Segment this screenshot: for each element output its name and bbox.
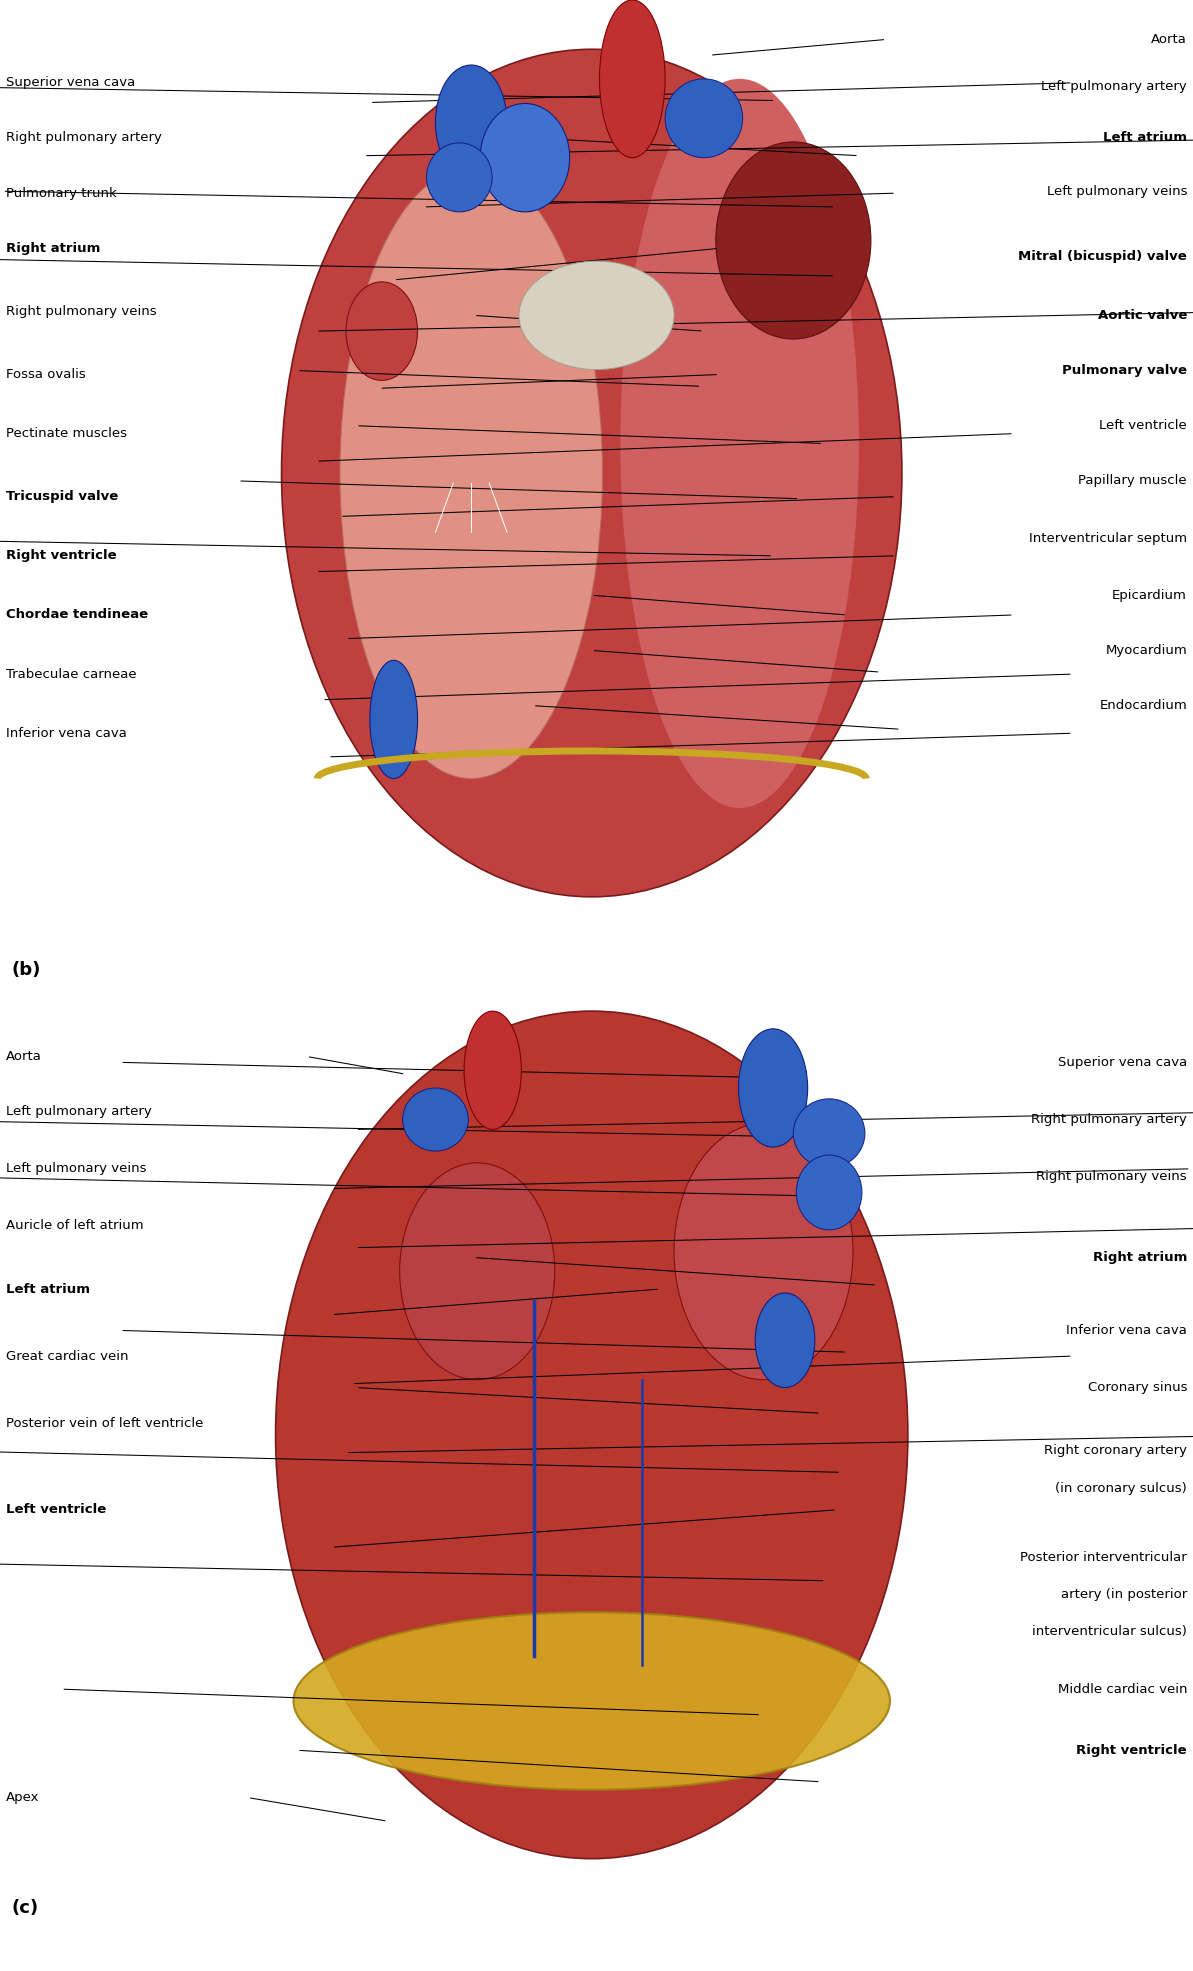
Text: Right atrium: Right atrium: [1093, 1252, 1187, 1263]
Ellipse shape: [293, 1612, 890, 1790]
Text: (c): (c): [12, 1898, 39, 1918]
Text: Right pulmonary veins: Right pulmonary veins: [1037, 1171, 1187, 1183]
Text: Trabeculae carneae: Trabeculae carneae: [6, 668, 136, 680]
Text: Right pulmonary artery: Right pulmonary artery: [1031, 1114, 1187, 1125]
Text: Posterior interventricular: Posterior interventricular: [1020, 1551, 1187, 1563]
Ellipse shape: [755, 1293, 815, 1388]
Text: Left pulmonary veins: Left pulmonary veins: [6, 1163, 147, 1175]
Ellipse shape: [435, 65, 507, 179]
Ellipse shape: [402, 1088, 468, 1151]
Text: Epicardium: Epicardium: [1112, 589, 1187, 601]
Text: Apex: Apex: [6, 1792, 39, 1803]
Text: Pulmonary trunk: Pulmonary trunk: [6, 187, 117, 199]
Text: Endocardium: Endocardium: [1099, 700, 1187, 712]
Text: Great cardiac vein: Great cardiac vein: [6, 1350, 129, 1362]
Text: Fossa ovalis: Fossa ovalis: [6, 369, 86, 380]
Text: Right atrium: Right atrium: [6, 242, 100, 254]
Ellipse shape: [716, 142, 871, 339]
Text: Left pulmonary veins: Left pulmonary veins: [1046, 185, 1187, 197]
Text: Left atrium: Left atrium: [1104, 132, 1187, 144]
Text: Interventricular septum: Interventricular septum: [1028, 532, 1187, 544]
Ellipse shape: [665, 79, 742, 158]
Ellipse shape: [600, 0, 666, 158]
Text: Pectinate muscles: Pectinate muscles: [6, 428, 126, 440]
Text: Inferior vena cava: Inferior vena cava: [6, 727, 126, 739]
Text: Aorta: Aorta: [1151, 34, 1187, 45]
Ellipse shape: [738, 1029, 808, 1147]
Text: Papillary muscle: Papillary muscle: [1078, 475, 1187, 487]
Text: Myocardium: Myocardium: [1105, 645, 1187, 656]
Text: Inferior vena cava: Inferior vena cava: [1067, 1325, 1187, 1336]
Ellipse shape: [797, 1155, 863, 1230]
Text: Superior vena cava: Superior vena cava: [1058, 1056, 1187, 1068]
Ellipse shape: [400, 1163, 555, 1380]
Text: Right ventricle: Right ventricle: [6, 550, 117, 562]
Text: interventricular sulcus): interventricular sulcus): [1032, 1626, 1187, 1638]
Text: (b): (b): [12, 960, 42, 980]
Text: Posterior vein of left ventricle: Posterior vein of left ventricle: [6, 1417, 203, 1429]
Text: Aorta: Aorta: [6, 1051, 42, 1062]
Text: Right coronary artery: Right coronary artery: [1044, 1445, 1187, 1457]
Ellipse shape: [282, 49, 902, 897]
Text: Left atrium: Left atrium: [6, 1283, 89, 1295]
Ellipse shape: [276, 1011, 908, 1859]
Ellipse shape: [370, 660, 418, 779]
Text: Aortic valve: Aortic valve: [1098, 309, 1187, 321]
Text: Left pulmonary artery: Left pulmonary artery: [6, 1106, 152, 1118]
Text: Right ventricle: Right ventricle: [1076, 1744, 1187, 1756]
Ellipse shape: [480, 102, 569, 213]
Text: Tricuspid valve: Tricuspid valve: [6, 491, 118, 503]
Text: Right pulmonary veins: Right pulmonary veins: [6, 306, 156, 317]
Ellipse shape: [346, 282, 418, 380]
Ellipse shape: [793, 1100, 865, 1167]
Text: Chordae tendineae: Chordae tendineae: [6, 609, 148, 621]
Text: Auricle of left atrium: Auricle of left atrium: [6, 1220, 143, 1232]
Text: (in coronary sulcus): (in coronary sulcus): [1056, 1482, 1187, 1494]
Ellipse shape: [340, 168, 602, 779]
Ellipse shape: [620, 79, 859, 808]
Text: Left ventricle: Left ventricle: [1099, 420, 1187, 432]
Text: Left ventricle: Left ventricle: [6, 1504, 106, 1516]
Text: Right pulmonary artery: Right pulmonary artery: [6, 132, 162, 144]
Text: Coronary sinus: Coronary sinus: [1088, 1382, 1187, 1393]
Text: Left pulmonary artery: Left pulmonary artery: [1041, 81, 1187, 93]
Ellipse shape: [674, 1123, 853, 1380]
Ellipse shape: [427, 144, 493, 213]
Text: Superior vena cava: Superior vena cava: [6, 77, 135, 89]
Text: Mitral (bicuspid) valve: Mitral (bicuspid) valve: [1019, 250, 1187, 262]
Text: Middle cardiac vein: Middle cardiac vein: [1057, 1683, 1187, 1695]
Ellipse shape: [464, 1011, 521, 1129]
Ellipse shape: [519, 262, 674, 371]
Text: Pulmonary valve: Pulmonary valve: [1062, 365, 1187, 376]
Text: artery (in posterior: artery (in posterior: [1061, 1589, 1187, 1600]
